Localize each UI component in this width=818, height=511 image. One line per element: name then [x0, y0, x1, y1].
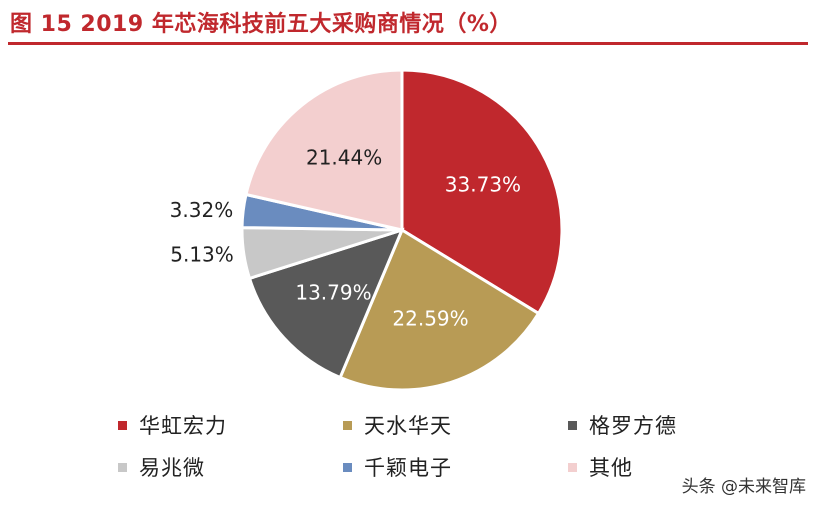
pie-slice-6	[244, 68, 404, 232]
legend-swatch	[568, 420, 577, 430]
slice-value-label-4: 5.13%	[170, 243, 234, 267]
legend-label: 华虹宏力	[139, 414, 227, 438]
slice-value-label-6: 21.44%	[306, 145, 382, 169]
legend-swatch	[343, 462, 352, 472]
legend-item-3: 格罗方德	[568, 410, 768, 440]
slice-value-label-5: 3.32%	[170, 198, 234, 222]
slice-value-label-1: 33.73%	[445, 173, 521, 197]
legend-item-1: 华虹宏力	[118, 410, 343, 440]
legend-swatch	[118, 420, 127, 430]
pie-slice-2	[338, 227, 541, 392]
legend-label: 千颖电子	[364, 456, 452, 480]
slice-value-label-2: 22.59%	[392, 306, 468, 330]
legend-label: 格罗方德	[589, 414, 677, 438]
legend-item-6: 其他	[568, 452, 768, 482]
chart-legend: 华虹宏力 天水华天 格罗方德易兆微 千颖电子 其他	[118, 410, 718, 482]
legend-label: 易兆微	[139, 456, 205, 480]
legend-label: 天水华天	[364, 414, 452, 438]
watermark: 头条 @未来智库	[681, 477, 806, 497]
legend-item-2: 天水华天	[343, 410, 568, 440]
slice-value-label-3: 13.79%	[295, 281, 371, 305]
legend-item-5: 千颖电子	[343, 452, 568, 482]
legend-label: 其他	[589, 456, 633, 480]
legend-swatch	[343, 420, 352, 430]
pie-chart: 33.73% 22.59% 13.79% 5.13% 3.32% 21.44%	[170, 68, 564, 392]
legend-item-4: 易兆微	[118, 452, 343, 482]
chart-title: 图 15 2019 年芯海科技前五大采购商情况（%）	[10, 12, 512, 37]
legend-swatch	[118, 462, 127, 472]
title-divider	[8, 42, 808, 45]
legend-swatch	[568, 462, 577, 472]
pie-slice-1	[400, 68, 564, 316]
